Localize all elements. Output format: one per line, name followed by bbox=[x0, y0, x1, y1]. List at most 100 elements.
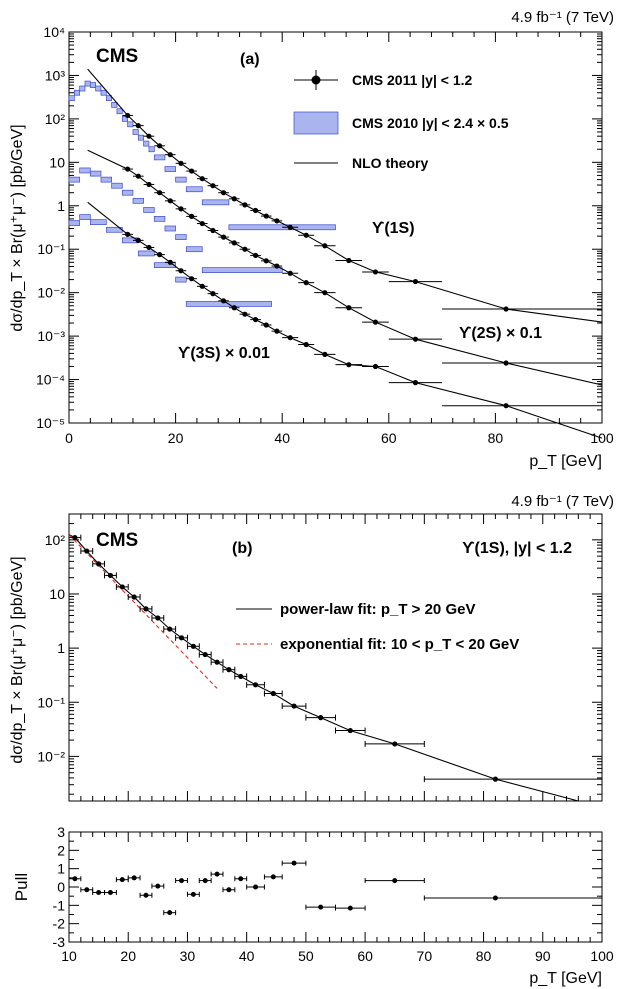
data-point bbox=[274, 328, 280, 334]
data-point bbox=[178, 160, 184, 166]
nlo-theory-curve bbox=[87, 201, 603, 439]
x-tick-label: 90 bbox=[535, 948, 551, 964]
pull-points bbox=[68, 860, 603, 916]
data-point bbox=[346, 305, 352, 311]
data-point bbox=[188, 276, 195, 282]
data-point bbox=[503, 360, 509, 366]
data-point bbox=[84, 548, 90, 554]
cms-2010-box bbox=[89, 219, 107, 225]
data-point bbox=[125, 231, 131, 237]
data-point bbox=[322, 290, 328, 296]
data-point bbox=[157, 143, 163, 149]
data-point bbox=[263, 258, 269, 264]
x-tick-label: 100 bbox=[590, 430, 614, 446]
panel-a: 4.9 fb⁻¹ (7 TeV) 10⁻⁵10⁻⁴10⁻³10⁻²10⁻¹110… bbox=[9, 9, 614, 470]
data-point bbox=[210, 227, 216, 234]
pull-point bbox=[107, 890, 113, 895]
data-point bbox=[125, 112, 131, 119]
y-tick-label: -1 bbox=[53, 897, 66, 913]
data-point bbox=[135, 173, 141, 179]
legend-marker-2010 bbox=[293, 111, 339, 135]
pull-point bbox=[270, 874, 276, 880]
x-tick-label: 50 bbox=[298, 948, 314, 964]
cms-2010-box bbox=[89, 82, 96, 88]
y-tick-label: 1 bbox=[57, 640, 65, 656]
cms-2010-box bbox=[73, 89, 81, 96]
pull-point bbox=[96, 890, 102, 895]
data-point bbox=[274, 218, 280, 224]
x-tick-label: 40 bbox=[274, 430, 290, 446]
data-point bbox=[199, 220, 205, 227]
cms-2010-box bbox=[111, 102, 118, 108]
data-point bbox=[346, 257, 352, 264]
data-point bbox=[372, 319, 379, 325]
y-axis-pull: -3 -2 -1 0 1 2 3 bbox=[53, 824, 602, 950]
x-tick-label: 30 bbox=[180, 948, 196, 964]
pull-point bbox=[347, 905, 353, 911]
data-point bbox=[263, 322, 269, 328]
data-point bbox=[231, 240, 237, 246]
pull-point bbox=[131, 875, 137, 881]
data-point bbox=[372, 363, 379, 370]
pull-point bbox=[291, 860, 297, 866]
x-tick-label: 100 bbox=[590, 948, 614, 964]
y-tick-label: 2 bbox=[57, 842, 65, 858]
cms-2010-box bbox=[132, 197, 144, 204]
pull-point bbox=[392, 878, 398, 884]
cms-2010-box bbox=[68, 220, 81, 226]
legend-label-2011: CMS 2011 |y| < 1.2 bbox=[352, 72, 473, 88]
y-tick-label: 10 bbox=[49, 586, 65, 602]
data-point bbox=[167, 152, 173, 158]
cms-2010-box bbox=[95, 85, 102, 92]
x-tick-label: 20 bbox=[120, 948, 136, 964]
x-axis-b bbox=[68, 514, 603, 801]
data-point bbox=[119, 584, 125, 590]
y-tick-label: 1 bbox=[57, 861, 65, 877]
cms-2010-box bbox=[121, 116, 128, 122]
legend-marker-2011-dot bbox=[311, 75, 321, 85]
pull-point bbox=[214, 871, 220, 877]
cms-2011-points bbox=[122, 112, 602, 409]
data-point bbox=[242, 202, 248, 208]
data-point bbox=[252, 316, 259, 323]
cms-2010-box bbox=[175, 276, 187, 283]
panel-tag-a: (a) bbox=[240, 51, 260, 68]
data-point bbox=[372, 269, 379, 275]
data-point bbox=[167, 626, 173, 632]
pull-point bbox=[155, 883, 161, 889]
cms-2010-box bbox=[228, 224, 336, 231]
data-point bbox=[146, 244, 152, 251]
cms-2010-box bbox=[84, 80, 91, 87]
state-label-1s: ϒ(1S) bbox=[372, 220, 415, 237]
data-point bbox=[303, 280, 309, 286]
x-tick-label: 60 bbox=[381, 430, 397, 446]
cms-2010-box bbox=[153, 154, 166, 161]
x-tick-label: 60 bbox=[357, 948, 373, 964]
data-point bbox=[125, 166, 131, 172]
pull-point bbox=[253, 884, 259, 890]
x-axis-a: 0 20 40 60 80 100 bbox=[65, 32, 614, 446]
legend-label-nlo: NLO theory bbox=[352, 155, 428, 171]
data-point bbox=[270, 690, 276, 697]
y-tick-label: 10⁻² bbox=[37, 748, 65, 764]
cms-2010-box bbox=[143, 207, 155, 213]
cms-2010-box bbox=[79, 85, 86, 92]
y-axis-label-pull: Pull bbox=[12, 873, 31, 901]
data-point bbox=[167, 259, 173, 265]
pull-point bbox=[226, 887, 232, 893]
y-tick-label: 10⁻¹ bbox=[37, 241, 65, 257]
cms-2010-box bbox=[127, 121, 134, 128]
x-tick-label: 80 bbox=[476, 948, 492, 964]
cms-2010-box bbox=[79, 167, 91, 174]
data-point bbox=[157, 190, 163, 196]
y-tick-label: 10⁻⁵ bbox=[36, 415, 65, 431]
y-tick-label: 10⁻¹ bbox=[37, 694, 65, 710]
data-point bbox=[167, 198, 173, 204]
pull-point bbox=[167, 910, 173, 916]
data-point bbox=[199, 176, 205, 182]
data-point bbox=[303, 341, 309, 348]
lumi-label-a: 4.9 fb⁻¹ (7 TeV) bbox=[511, 9, 614, 26]
cms-2011-1s-points bbox=[68, 534, 603, 783]
cms-2010-box bbox=[68, 95, 75, 102]
